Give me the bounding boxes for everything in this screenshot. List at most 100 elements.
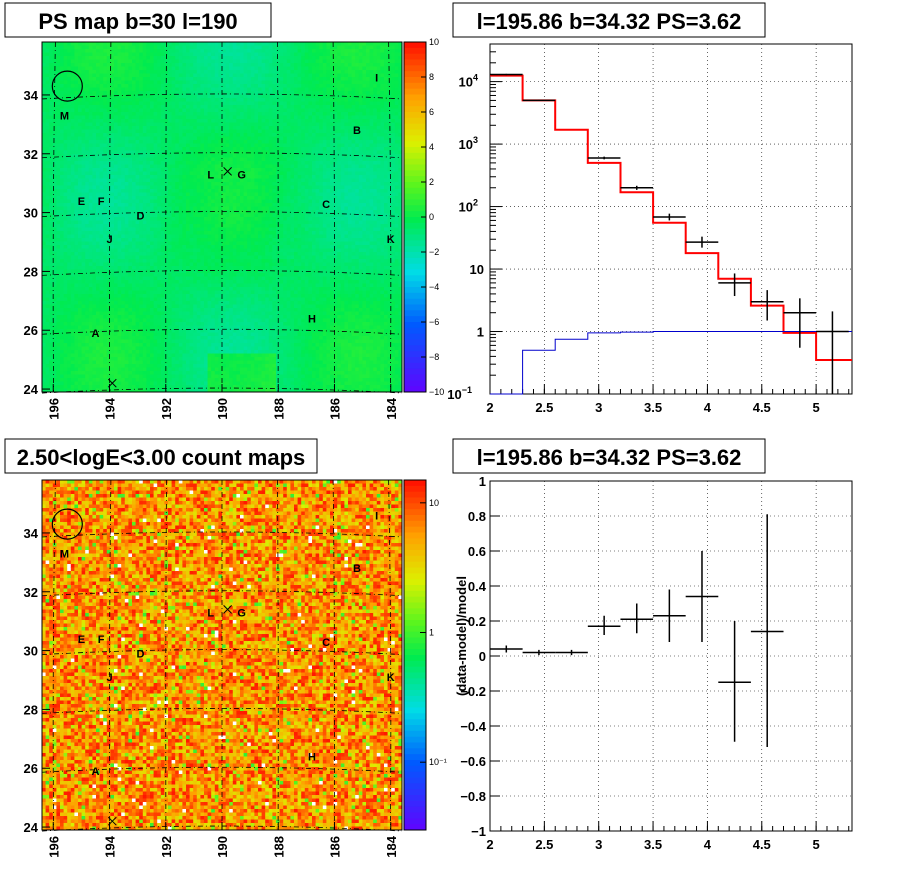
map-cell <box>45 290 50 295</box>
map-cell <box>67 45 72 50</box>
map-cell <box>114 287 118 291</box>
map-cell <box>67 203 72 207</box>
map-cell <box>196 192 201 197</box>
map-cell <box>132 318 136 323</box>
map-cell <box>142 350 147 354</box>
map-cell <box>128 346 133 351</box>
map-cell <box>124 371 129 375</box>
map-cell <box>139 231 144 235</box>
map-cell <box>157 325 162 330</box>
map-cell <box>70 259 75 263</box>
map-cell <box>175 94 180 99</box>
map-cell <box>153 322 158 326</box>
map-cell <box>132 164 136 169</box>
map-cell <box>200 56 205 60</box>
map-cell <box>139 290 144 295</box>
map-cell <box>121 336 126 340</box>
map-cell <box>128 129 133 134</box>
map-cell <box>200 164 205 169</box>
map-cell <box>175 122 180 127</box>
map-cell <box>207 378 212 382</box>
map-cell <box>103 196 108 200</box>
map-cell <box>207 84 212 88</box>
map-cell <box>74 304 79 309</box>
map-cell <box>92 80 97 85</box>
map-cell <box>153 357 158 361</box>
map-cell <box>92 213 97 218</box>
map-cell <box>168 52 172 57</box>
map-cell <box>135 374 140 379</box>
map-cell <box>128 343 133 347</box>
map-cell <box>160 252 165 256</box>
map-cell <box>60 248 64 253</box>
map-cell <box>78 126 82 130</box>
map-cell <box>45 332 50 337</box>
map-cell <box>74 203 79 207</box>
map-cell <box>63 332 68 337</box>
map-cell <box>121 374 126 379</box>
map-cell <box>168 213 172 218</box>
map-cell <box>56 283 61 288</box>
map-cell <box>52 374 57 379</box>
map-cell <box>117 171 122 176</box>
map-cell <box>88 70 93 74</box>
map-cell <box>121 315 126 319</box>
map-cell <box>160 266 165 270</box>
map-cell <box>211 199 216 204</box>
map-cell <box>67 360 72 365</box>
map-cell <box>114 161 118 165</box>
map-cell <box>45 245 50 249</box>
map-cell <box>85 311 90 316</box>
map-cell <box>160 385 165 389</box>
map-cell <box>85 332 90 337</box>
map-cell <box>81 108 86 113</box>
map-cell <box>124 367 129 372</box>
map-cell <box>63 346 68 351</box>
map-cell <box>200 245 205 249</box>
map-cell <box>207 255 212 260</box>
map-cell <box>74 283 79 288</box>
map-cell <box>74 210 79 214</box>
map-cell <box>52 329 57 333</box>
map-cell <box>139 63 144 67</box>
map-cell <box>157 276 162 281</box>
map-cell <box>92 105 97 109</box>
map-cell <box>146 77 151 81</box>
map-cell <box>142 45 147 50</box>
map-cell <box>67 287 72 291</box>
map-cell <box>142 325 147 330</box>
map-cell <box>214 119 219 123</box>
map-cell <box>211 178 216 183</box>
map-cell <box>49 357 54 361</box>
map-cell <box>186 70 190 74</box>
map-cell <box>132 294 136 298</box>
map-cell <box>178 126 183 130</box>
map-cell <box>186 59 190 64</box>
map-cell <box>157 150 162 155</box>
map-cell <box>218 73 223 78</box>
map-cell <box>157 381 162 386</box>
map-cell <box>99 56 104 60</box>
map-cell <box>200 224 205 228</box>
map-cell <box>124 70 129 74</box>
map-cell <box>160 269 165 274</box>
map-cell <box>60 140 64 144</box>
map-cell <box>67 175 72 179</box>
map-cell <box>196 353 201 358</box>
map-cell <box>106 119 111 123</box>
map-cell <box>121 332 126 337</box>
map-cell <box>193 136 198 141</box>
map-cell <box>150 234 154 239</box>
map-cell <box>142 241 147 246</box>
map-cell <box>74 371 79 375</box>
map-cell <box>106 374 111 379</box>
map-cell <box>52 252 57 256</box>
map-cell <box>96 210 100 214</box>
map-cell <box>193 52 198 57</box>
map-cell <box>121 353 126 358</box>
map-cell <box>124 276 129 281</box>
map-cell <box>74 294 79 298</box>
map-cell <box>204 385 208 389</box>
map-cell <box>142 185 147 190</box>
map-cell <box>96 353 100 358</box>
